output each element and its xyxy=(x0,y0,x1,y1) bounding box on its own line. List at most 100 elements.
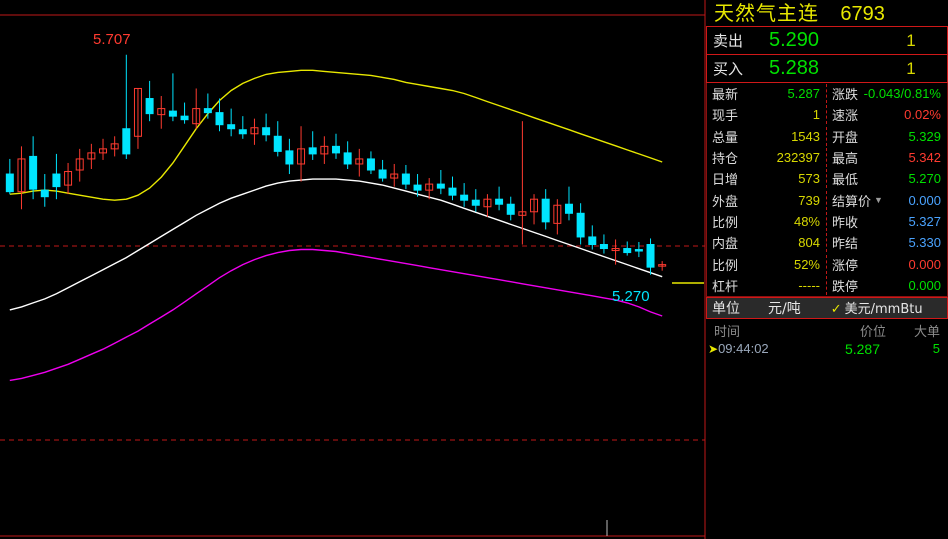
stat-label: 结算价 xyxy=(832,194,872,210)
stat-value: 5.287 xyxy=(787,86,820,102)
stat-value: 0.000 xyxy=(908,192,941,208)
stat-label: 最高 xyxy=(832,152,859,168)
stat-label: 日增 xyxy=(712,173,739,189)
stat-cell-right: 速涨 0.02% xyxy=(827,105,947,124)
stat-value: 5.270 xyxy=(908,171,941,187)
stat-label: 开盘 xyxy=(832,130,859,146)
bid-label: 买入 xyxy=(713,60,744,78)
tape-time: ➤09:44:02 xyxy=(706,341,794,356)
stat-cell-left: 外盘 739 xyxy=(707,190,827,210)
candlestick-chart-panel[interactable]: 5.707 5.270 xyxy=(0,0,706,539)
stat-label: 涨跌 xyxy=(832,88,859,104)
stat-value: 232397 xyxy=(776,150,820,166)
tape-time-value: 09:44:02 xyxy=(718,341,769,357)
stat-label: 跌停 xyxy=(832,279,859,295)
tape-price: 5.287 xyxy=(844,340,880,357)
candlestick-chart-svg xyxy=(0,0,706,539)
tape-header-volume: 大单 xyxy=(913,325,940,341)
stat-label: 内盘 xyxy=(712,237,739,253)
instrument-code: 6793 xyxy=(840,3,885,25)
stat-cell-right: 开盘 5.329 xyxy=(827,127,947,146)
unit-label: 单位 xyxy=(712,300,740,317)
stat-cell-left: 杠杆 ----- xyxy=(707,275,827,295)
stat-label: 比例 xyxy=(712,215,739,231)
stat-value: 1543 xyxy=(791,128,820,144)
stat-label: 现手 xyxy=(712,109,739,125)
stat-row: 日增 573 最低 5.270 xyxy=(707,168,947,189)
bid-row[interactable]: 买入 5.288 1 xyxy=(707,55,947,82)
stat-row: 持仓 232397 最高 5.342 xyxy=(707,147,947,168)
stat-row: 内盘 804 昨结 5.330 xyxy=(707,232,947,253)
stat-cell-left: 比例 52% xyxy=(707,254,827,274)
ask-price: 5.290 xyxy=(769,29,820,51)
stat-value: 573 xyxy=(798,171,820,187)
stat-label: 昨结 xyxy=(832,237,859,253)
stat-row: 比例 48% 昨收 5.327 xyxy=(707,211,947,232)
stat-cell-left: 持仓 232397 xyxy=(707,148,827,168)
bid-quantity: 1 xyxy=(906,58,916,78)
tape-row[interactable]: ➤09:44:02 5.287 5 xyxy=(706,340,948,358)
stat-label: 最低 xyxy=(832,173,859,189)
tape-volume: 5 xyxy=(932,341,940,357)
bid-price: 5.288 xyxy=(769,57,820,79)
tape-header: 时间 价位 大单 xyxy=(706,322,948,340)
instrument-name: 天然气主连 xyxy=(714,1,819,25)
stat-cell-left: 日增 573 xyxy=(707,169,827,189)
stat-label: 杠杆 xyxy=(712,279,739,295)
stat-row: 杠杆 ----- 跌停 0.000 xyxy=(707,275,947,296)
stat-value: 5.330 xyxy=(908,235,941,251)
arrow-right-icon: ➤ xyxy=(708,342,719,357)
stat-label: 外盘 xyxy=(712,194,739,210)
stat-cell-right: 最低 5.270 xyxy=(827,169,947,188)
instrument-title[interactable]: 天然气主连 6793 xyxy=(706,0,948,26)
unit-option-usd-label: 美元/mmBtu xyxy=(844,302,923,318)
stat-value: 804 xyxy=(798,235,820,251)
tape-header-time: 时间 xyxy=(714,325,741,341)
stat-cell-right: 跌停 0.000 xyxy=(827,276,947,295)
unit-selector-row[interactable]: 单位 元/吨 ✓ 美元/mmBtu xyxy=(706,296,948,319)
stat-label: 持仓 xyxy=(712,152,739,168)
stat-cell-left: 最新 5.287 xyxy=(707,84,827,104)
tape-row-list: ➤09:44:02 5.287 5 xyxy=(706,340,948,358)
quote-panel: 天然气主连 6793 卖出 5.290 1 买入 5.288 1 最新 5.287… xyxy=(706,0,948,539)
stat-value: 5.327 xyxy=(908,213,941,229)
unit-option-cny[interactable]: 元/吨 xyxy=(768,300,801,317)
stat-value: 48% xyxy=(793,213,820,229)
stat-value: 739 xyxy=(798,192,820,208)
stat-row: 比例 52% 涨停 0.000 xyxy=(707,253,947,274)
stat-row: 总量 1543 开盘 5.329 xyxy=(707,126,947,147)
stat-value: 1 xyxy=(812,107,820,123)
stat-value: 0.000 xyxy=(908,277,941,293)
stat-value: 5.342 xyxy=(908,150,941,166)
stat-cell-right: 涨停 0.000 xyxy=(827,255,947,274)
stat-cell-left: 比例 48% xyxy=(707,211,827,231)
tape-header-price: 价位 xyxy=(859,325,886,341)
stat-row: 现手 1 速涨 0.02% xyxy=(707,104,947,125)
stat-label: 昨收 xyxy=(832,215,859,231)
stat-value: ----- xyxy=(798,277,820,293)
stat-value: 52% xyxy=(793,256,820,272)
stat-label: 最新 xyxy=(712,88,739,104)
stat-label: 涨停 xyxy=(832,258,859,274)
stat-cell-right: 昨收 5.327 xyxy=(827,212,947,231)
stat-cell-left: 内盘 804 xyxy=(707,233,827,253)
stat-cell-right: 最高 5.342 xyxy=(827,148,947,167)
stat-value: 0.000 xyxy=(908,256,941,272)
stat-value: 0.02% xyxy=(904,107,941,123)
chevron-down-icon[interactable]: ▼ xyxy=(874,195,883,206)
ask-quantity: 1 xyxy=(906,30,916,50)
stat-cell-right[interactable]: 结算价 ▼ 0.000 xyxy=(827,191,947,210)
stat-value: -0.043/0.81% xyxy=(863,86,941,102)
unit-option-usd[interactable]: ✓ 美元/mmBtu xyxy=(831,298,923,317)
stat-label: 比例 xyxy=(712,258,739,274)
ask-row[interactable]: 卖出 5.290 1 xyxy=(707,27,947,55)
trade-tape: 时间 价位 大单 ➤09:44:02 5.287 5 xyxy=(706,322,948,358)
bid-ask-box: 卖出 5.290 1 买入 5.288 1 xyxy=(706,26,948,83)
stat-value: 5.329 xyxy=(908,128,941,144)
stat-label: 速涨 xyxy=(832,109,859,125)
stat-row: 外盘 739 结算价 ▼ 0.000 xyxy=(707,189,947,210)
chart-low-price-label: 5.270 xyxy=(612,288,650,305)
stat-label: 总量 xyxy=(712,130,739,146)
stat-cell-left: 总量 1543 xyxy=(707,126,827,146)
